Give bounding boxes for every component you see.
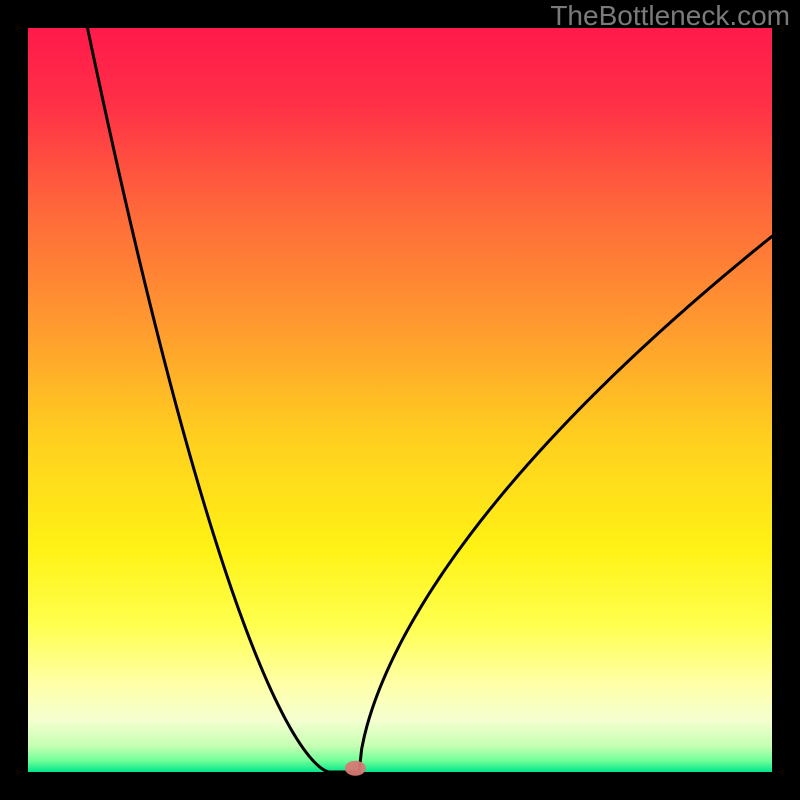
- curve-layer: [0, 0, 800, 800]
- bottleneck-curve: [88, 28, 772, 772]
- optimum-marker: [345, 761, 365, 775]
- watermark-text: TheBottleneck.com: [550, 0, 790, 32]
- chart-frame: TheBottleneck.com: [0, 0, 800, 800]
